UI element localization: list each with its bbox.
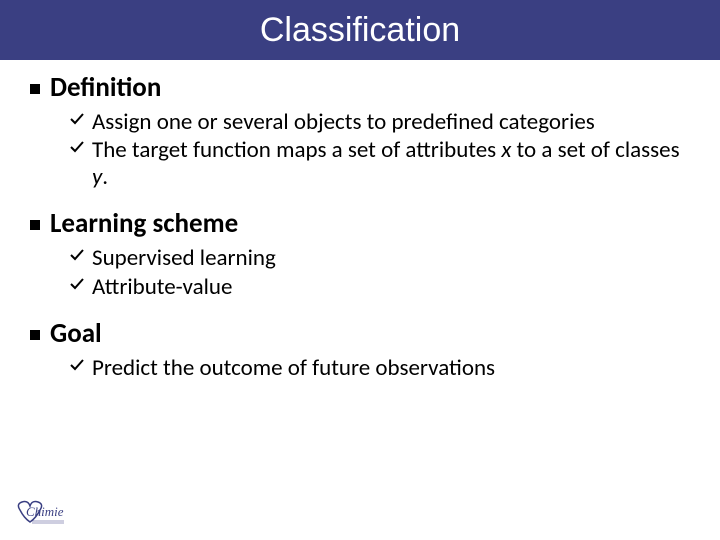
section-heading: Goal (30, 318, 690, 349)
section-learning-scheme: Learning scheme Supervised learning Attr… (30, 208, 690, 300)
slide-content: Definition Assign one or several objects… (0, 60, 720, 382)
section-definition: Definition Assign one or several objects… (30, 72, 690, 190)
check-icon (70, 247, 84, 261)
item-text: Attribute-value (92, 274, 232, 300)
item-text: The target function maps a set of attrib… (92, 137, 690, 190)
check-icon (70, 357, 84, 371)
item-text: Assign one or several objects to predefi… (92, 109, 595, 135)
section-goal: Goal Predict the outcome of future obser… (30, 318, 690, 381)
square-bullet-icon (30, 84, 40, 94)
heading-text: Definition (50, 72, 161, 103)
check-icon (70, 139, 84, 153)
heading-text: Goal (50, 318, 102, 349)
text-run: . (102, 163, 108, 191)
text-run: Supervised learning (92, 244, 276, 272)
list-item: Supervised learning (70, 245, 690, 271)
list-item: Predict the outcome of future observatio… (70, 355, 690, 381)
heading-text: Learning scheme (50, 208, 238, 239)
list-item: Attribute-value (70, 274, 690, 300)
text-italic: y (92, 163, 102, 191)
item-text: Predict the outcome of future observatio… (92, 355, 495, 381)
square-bullet-icon (30, 220, 40, 230)
title-bar: Classification (0, 0, 720, 60)
text-run: to a set of classes (511, 136, 679, 164)
square-bullet-icon (30, 330, 40, 340)
sub-list: Predict the outcome of future observatio… (30, 349, 690, 381)
text-italic: x (501, 136, 511, 164)
section-heading: Definition (30, 72, 690, 103)
sub-list: Assign one or several objects to predefi… (30, 103, 690, 190)
text-run: Predict the outcome of future observatio… (92, 354, 495, 382)
slide-title: Classification (260, 11, 460, 50)
svg-text:Chimie: Chimie (26, 504, 64, 519)
sub-list: Supervised learning Attribute-value (30, 239, 690, 300)
list-item: Assign one or several objects to predefi… (70, 109, 690, 135)
section-heading: Learning scheme (30, 208, 690, 239)
text-run: Assign one or several objects to predefi… (92, 108, 595, 136)
slide: Classification Definition Assign one or … (0, 0, 720, 540)
text-run: The target function maps a set of attrib… (92, 136, 501, 164)
item-text: Supervised learning (92, 245, 276, 271)
text-run: Attribute-value (92, 273, 232, 301)
check-icon (70, 276, 84, 290)
list-item: The target function maps a set of attrib… (70, 137, 690, 190)
footer-logo: Chimie (12, 496, 72, 532)
check-icon (70, 111, 84, 125)
